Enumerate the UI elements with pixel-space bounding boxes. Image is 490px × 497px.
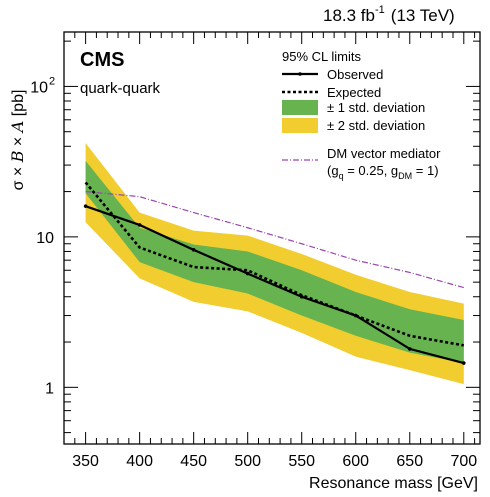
observed-point: [461, 361, 466, 365]
x-tick-label: 350: [72, 453, 99, 470]
observed-point: [299, 294, 304, 299]
plot-frame: [63, 31, 481, 445]
legend-observed-label: Observed: [327, 67, 383, 82]
legend-observed-marker: [298, 72, 302, 76]
observed-point: [137, 223, 142, 227]
y-tick-label: 10: [36, 230, 54, 247]
band-1sigma: [85, 160, 464, 364]
x-tick-label: 550: [288, 453, 315, 470]
ticks: [64, 32, 480, 444]
expected-line: [84, 181, 465, 347]
y-tick-label-exponent: 2: [49, 75, 55, 87]
legend-band2-label: ± 2 std. deviation: [327, 118, 425, 133]
theory-line: [85, 190, 464, 289]
x-tick-label: 500: [234, 453, 261, 470]
x-tick-label: 700: [450, 453, 477, 470]
observed-point: [245, 271, 250, 276]
legend-title: 95% CL limits: [282, 49, 361, 64]
lines: [83, 181, 466, 365]
x-tick-label: 650: [396, 453, 423, 470]
y-axis-label: σ × B × A [pb]: [8, 90, 27, 191]
legend-band2-swatch: [282, 118, 318, 133]
header-lumi: 18.3 fb-1 (13 TeV): [323, 4, 455, 25]
cms-label: CMS: [80, 49, 124, 71]
legend-band1-swatch: [282, 100, 318, 115]
x-axis-label: Resonance mass [GeV]: [309, 475, 478, 492]
y-tick-label: 1: [45, 380, 54, 397]
y-tick-label: 10: [30, 79, 48, 96]
x-tick-label: 600: [342, 453, 369, 470]
header-energy: (13 TeV): [391, 6, 455, 25]
x-tick-label: 450: [180, 453, 207, 470]
legend-theory-couplings: (gq = 0.25, gDM = 1): [327, 163, 439, 181]
subtitle: quark-quark: [80, 80, 161, 97]
legend-expected-label: Expected: [327, 85, 381, 100]
observed-point: [353, 313, 358, 318]
legend-theory-label: DM vector mediator: [327, 146, 441, 161]
observed-point: [83, 204, 88, 208]
observed-point: [407, 347, 412, 351]
x-tick-label: 400: [126, 453, 153, 470]
observed-point: [191, 248, 196, 252]
observed-line: [85, 205, 465, 365]
legend: 95% CL limits Observed Expected ± 1 std.…: [282, 49, 441, 181]
legend-band1-label: ± 1 std. deviation: [327, 100, 425, 115]
